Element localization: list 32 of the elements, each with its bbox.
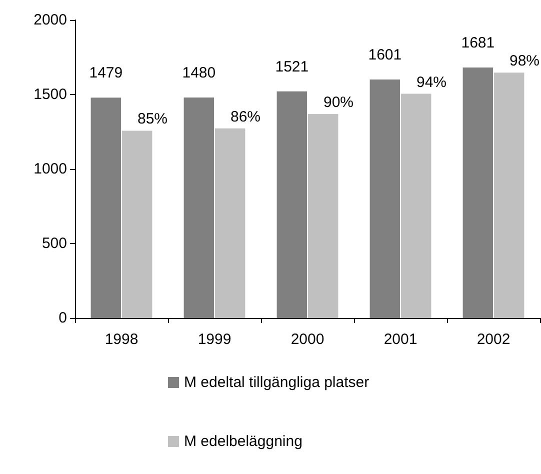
bar	[400, 94, 432, 318]
y-tick-label: 500	[42, 235, 67, 252]
annotation: 90%	[323, 94, 354, 112]
bar	[90, 98, 122, 318]
annotation: 85%	[137, 110, 168, 128]
data-label: 1480	[182, 64, 216, 82]
y-tick-label: 1500	[34, 86, 67, 103]
y-tick-label: 2000	[34, 12, 67, 28]
data-label: 1479	[89, 64, 123, 82]
x-tick-label: 2000	[290, 331, 324, 348]
annotation: 86%	[230, 108, 261, 126]
x-tick-label: 2001	[384, 331, 418, 348]
bar	[276, 91, 308, 318]
bar	[494, 72, 524, 318]
annotation: 98%	[509, 52, 540, 70]
y-tick-label: 0	[58, 310, 67, 326]
legend-label: M edeltal tillgängliga platser	[184, 374, 370, 391]
data-label: 1601	[368, 46, 402, 64]
x-tick-label: 1998	[104, 331, 138, 348]
data-label: 1521	[275, 58, 309, 76]
bar	[214, 128, 246, 318]
x-tick-label: 2002	[476, 331, 510, 348]
bar	[462, 68, 494, 318]
y-tick-label: 1000	[34, 160, 67, 178]
bar	[370, 79, 400, 318]
bar	[308, 114, 338, 318]
annotation: 94%	[416, 74, 447, 91]
bar	[184, 97, 214, 318]
legend-label: M edelbeläggning	[184, 433, 302, 450]
x-tick-label: 1999	[198, 331, 232, 348]
bar	[122, 130, 152, 318]
data-label: 1681	[461, 34, 495, 52]
